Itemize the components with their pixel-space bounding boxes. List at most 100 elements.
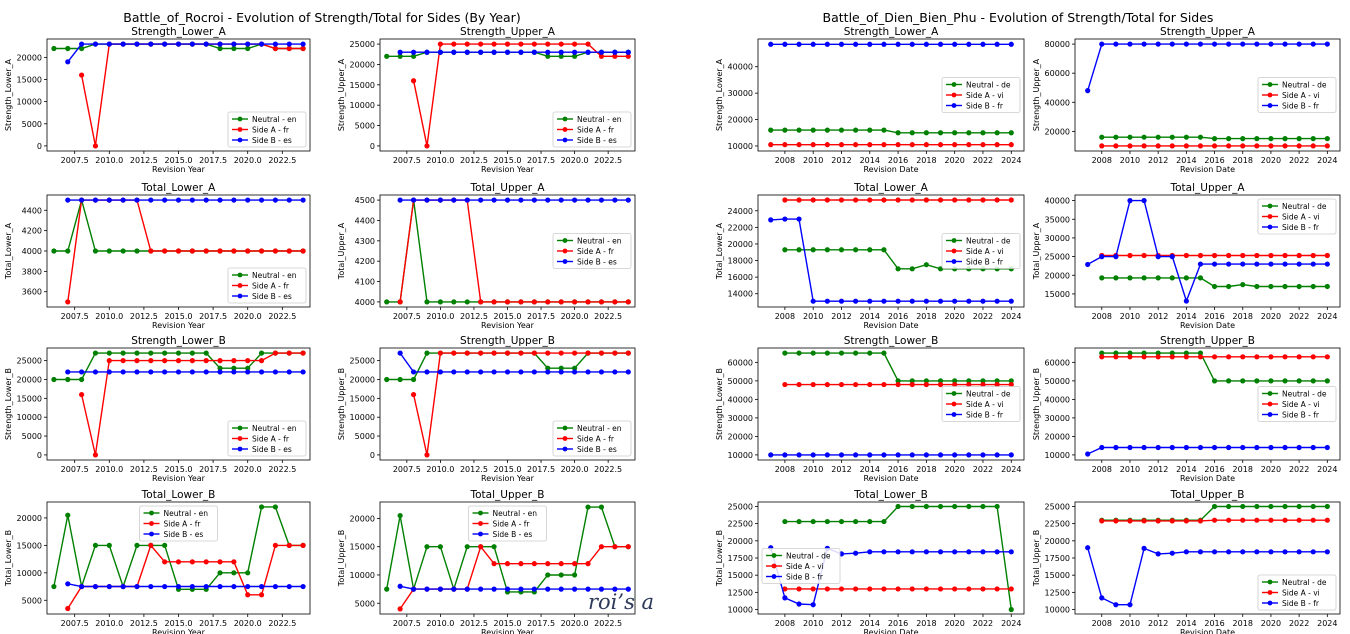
x-tick-label: 2022.5	[268, 619, 296, 628]
data-point	[1211, 283, 1218, 290]
data-point	[1141, 134, 1147, 140]
data-point	[1296, 503, 1302, 510]
legend-swatch-marker	[1267, 92, 1273, 98]
data-point	[65, 605, 71, 612]
legend-entry: Side B - es	[577, 136, 617, 145]
overlay-caption-fragment: roi’s a	[588, 590, 655, 614]
data-point	[1240, 143, 1246, 149]
y-tick-label: 0	[37, 142, 42, 151]
data-point	[545, 350, 551, 356]
x-tick-label: 2012	[831, 312, 851, 321]
x-tick-label: 2018	[916, 619, 936, 628]
data-point	[478, 197, 484, 203]
data-point	[838, 298, 845, 304]
data-point	[134, 41, 140, 47]
y-tick-label: 10000	[350, 413, 375, 422]
data-point	[272, 248, 278, 254]
x-tick-label: 2014	[860, 312, 880, 321]
data-point	[1127, 444, 1133, 451]
data-point	[824, 518, 830, 525]
y-tick-label: 22500	[728, 520, 753, 529]
x-tick-label: 2024	[1001, 156, 1021, 165]
x-tick-label: 2024	[1001, 465, 1021, 474]
chart-title: Strength_Lower_A	[131, 26, 226, 38]
data-point	[952, 41, 958, 47]
data-point	[923, 381, 929, 388]
data-point	[952, 381, 958, 388]
y-tick-label: 25000	[350, 40, 375, 49]
data-point	[838, 452, 845, 458]
data-point	[1155, 134, 1161, 140]
data-point	[120, 358, 126, 364]
data-point	[937, 452, 944, 458]
data-point	[572, 350, 578, 356]
legend-box	[761, 548, 841, 584]
data-point	[558, 299, 564, 305]
figure-title-dien-bien-phu: Battle_of_Dien_Bien_Phu - Evolution of S…	[822, 10, 1214, 25]
y-axis-label: Strength_Lower_A	[715, 58, 724, 131]
legend-swatch-marker	[951, 412, 957, 417]
y-axis-label: Strength_Upper_B	[1032, 368, 1041, 440]
x-tick-label: 2010	[803, 156, 823, 165]
data-point	[980, 41, 986, 47]
x-tick-label: 2022.5	[268, 312, 296, 321]
legend-box	[552, 420, 632, 457]
data-point	[272, 197, 278, 203]
data-point	[1211, 136, 1218, 142]
y-axis-label: Total_Upper_B	[1032, 530, 1041, 587]
data-point	[853, 247, 859, 253]
data-point	[810, 197, 816, 203]
data-point	[796, 601, 802, 607]
data-point	[937, 549, 944, 555]
data-point	[1169, 41, 1175, 47]
data-point	[980, 586, 986, 592]
x-tick-label: 2022	[1289, 156, 1309, 165]
data-point	[1141, 545, 1147, 551]
data-point	[162, 197, 168, 203]
y-tick-label: 50000	[728, 377, 753, 386]
x-tick-label: 2010	[1120, 156, 1140, 165]
y-tick-label: 10000	[728, 451, 753, 460]
data-point	[1155, 254, 1161, 260]
x-tick-label: 2020	[944, 465, 964, 474]
data-point	[1169, 143, 1175, 149]
data-point	[1169, 134, 1175, 140]
data-point	[796, 247, 802, 253]
data-point	[120, 248, 126, 254]
data-point	[272, 41, 278, 47]
y-tick-label: 80000	[1045, 40, 1070, 49]
data-point	[881, 586, 887, 592]
chart-5: Total_Upper_A Revision Year Total_Upper_A 2…	[337, 182, 636, 330]
data-point	[1268, 261, 1274, 267]
x-tick-label: 2010	[1120, 619, 1140, 628]
legend-swatch-marker	[478, 510, 483, 516]
data-point	[1008, 452, 1014, 458]
data-point	[300, 369, 306, 375]
data-point	[92, 248, 99, 254]
data-point	[272, 504, 278, 510]
y-tick-label: 10000	[728, 142, 753, 151]
data-point	[424, 586, 430, 592]
chart-8: Strength_Lower_B Revision Year Strength_Lo…	[4, 335, 311, 483]
data-point	[397, 583, 403, 589]
data-point	[545, 369, 551, 375]
data-point	[824, 41, 830, 47]
data-point	[994, 378, 1000, 384]
y-tick-label: 15000	[350, 81, 375, 90]
data-point	[286, 350, 292, 356]
data-point	[504, 197, 511, 203]
data-point	[909, 142, 915, 148]
data-point	[625, 197, 631, 203]
y-tick-label: 20000	[728, 116, 753, 125]
y-tick-label: 20000	[350, 514, 375, 523]
data-point	[65, 299, 71, 305]
data-point	[572, 369, 578, 375]
data-point	[531, 49, 537, 55]
y-tick-label: 20000	[350, 375, 375, 384]
chart-title: Total_Lower_B	[853, 489, 928, 501]
data-point	[923, 586, 929, 592]
data-point	[612, 299, 618, 305]
data-point	[120, 197, 126, 203]
